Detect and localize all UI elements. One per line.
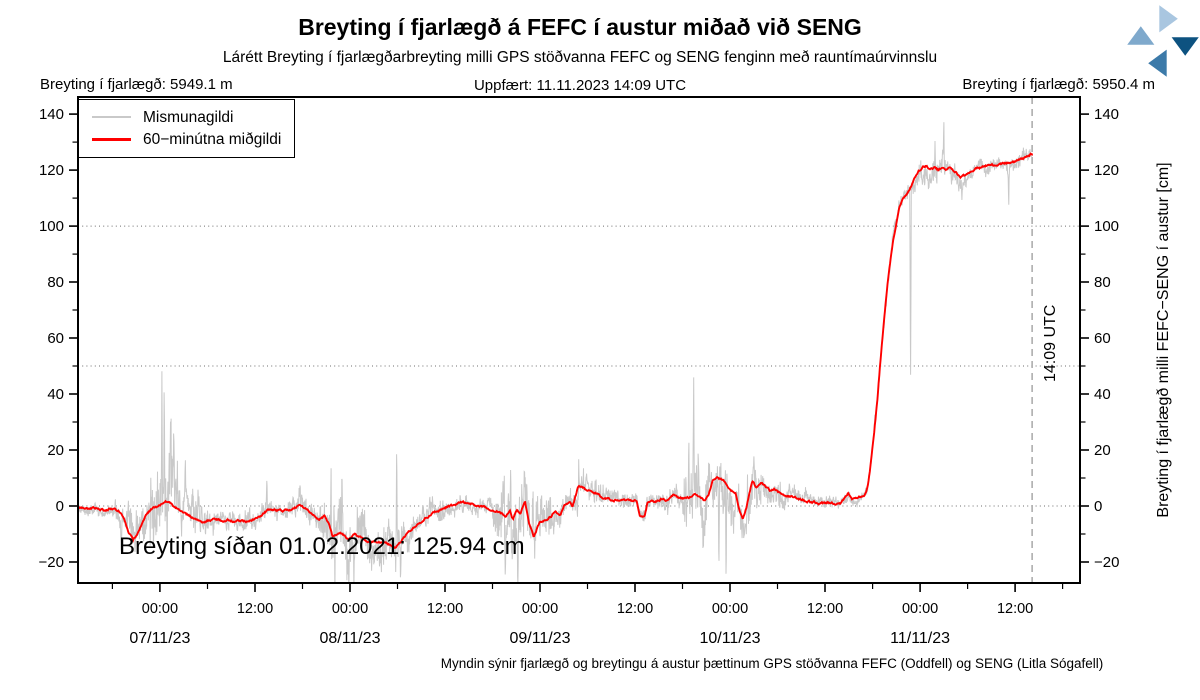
x-date-label: 09/11/23 xyxy=(509,630,570,647)
y-tick-label-left: 80 xyxy=(47,274,64,291)
event-time-label: 14:09 UTC xyxy=(1042,305,1059,382)
raw-series-line-swatch xyxy=(92,116,131,119)
raw-differences-line xyxy=(78,122,1033,583)
y-tick-label-left: −20 xyxy=(39,554,64,571)
x-tick-label: 00:00 xyxy=(332,601,368,617)
y-tick-label-right: 140 xyxy=(1094,106,1119,123)
y-tick-label-right: 0 xyxy=(1094,498,1102,515)
x-date-label: 07/11/23 xyxy=(129,630,190,647)
legend: Mismunagildi 60−minútna miðgildi xyxy=(78,99,295,158)
y-tick-label-right: 20 xyxy=(1094,442,1111,459)
x-tick-label: 00:00 xyxy=(522,601,558,617)
legend-item-median: 60−minútna miðgildi xyxy=(79,132,294,148)
data-group xyxy=(78,97,1034,583)
x-tick-label: 12:00 xyxy=(617,601,653,617)
distance-value-start: Breyting í fjarlægð: 5949.1 m xyxy=(40,76,233,93)
updated-timestamp: Uppfært: 11.11.2023 14:09 UTC xyxy=(473,77,687,94)
logo-triangle-right xyxy=(1171,37,1199,56)
chart-subtitle: Lárétt Breyting í fjarlægðarbreyting mil… xyxy=(222,49,938,66)
y-tick-label-left: 100 xyxy=(39,218,64,235)
y-tick-label-left: 0 xyxy=(56,498,64,515)
distance-value-end: Breyting í fjarlægð: 5950.4 m xyxy=(962,76,1155,93)
x-tick-label: 12:00 xyxy=(427,601,463,617)
x-date-label: 08/11/23 xyxy=(319,630,380,647)
figure-caption: Myndin sýnir fjarlægð og breytingu á aus… xyxy=(440,656,1104,671)
y-tick-label-right: 80 xyxy=(1094,274,1111,291)
median-line xyxy=(78,152,1034,549)
legend-label-raw: Mismunagildi xyxy=(143,108,234,126)
y-tick-label-right: −20 xyxy=(1094,554,1119,571)
y-tick-label-left: 20 xyxy=(47,442,64,459)
logo-triangle-bottom xyxy=(1148,49,1167,77)
y-tick-label-right: 40 xyxy=(1094,386,1111,403)
axes-group: 00:00 12:00 00:00 12:00 00:00 12:00 00:00 12:00… xyxy=(39,96,1119,647)
legend-label-median: 60−minútna miðgildi xyxy=(143,131,282,148)
median-series-line-swatch xyxy=(92,138,131,142)
x-date-label: 11/11/23 xyxy=(890,630,950,647)
logo-triangle-top xyxy=(1159,5,1178,33)
x-tick-label: 00:00 xyxy=(142,601,178,617)
plot-frame xyxy=(77,96,1081,584)
x-tick-label: 00:00 xyxy=(902,601,938,617)
x-tick-label: 12:00 xyxy=(997,601,1033,617)
y-tick-label-right: 100 xyxy=(1094,218,1119,235)
x-date-label: 10/11/23 xyxy=(699,630,760,647)
y-tick-label-right: 120 xyxy=(1094,162,1119,179)
x-tick-label: 12:00 xyxy=(807,601,843,617)
y-tick-label-left: 60 xyxy=(47,330,64,347)
met-office-logo xyxy=(1127,5,1199,77)
y-tick-label-left: 140 xyxy=(39,106,64,123)
y-tick-label-right: 60 xyxy=(1094,330,1111,347)
chart-title: Breyting í fjarlægð á FEFC í austur miða… xyxy=(298,14,862,40)
x-tick-label: 12:00 xyxy=(237,601,273,617)
y-tick-label-left: 120 xyxy=(39,162,64,179)
logo-triangle-left xyxy=(1127,26,1155,45)
y-tick-label-left: 40 xyxy=(47,386,64,403)
right-axis-title: Breyting í fjarlægð milli FEFC−SENG í au… xyxy=(1155,162,1172,517)
x-tick-label: 00:00 xyxy=(712,601,748,617)
change-since-annotation: Breyting síðan 01.02.2021: 125.94 cm xyxy=(119,533,525,560)
legend-item-raw: Mismunagildi xyxy=(79,108,294,126)
